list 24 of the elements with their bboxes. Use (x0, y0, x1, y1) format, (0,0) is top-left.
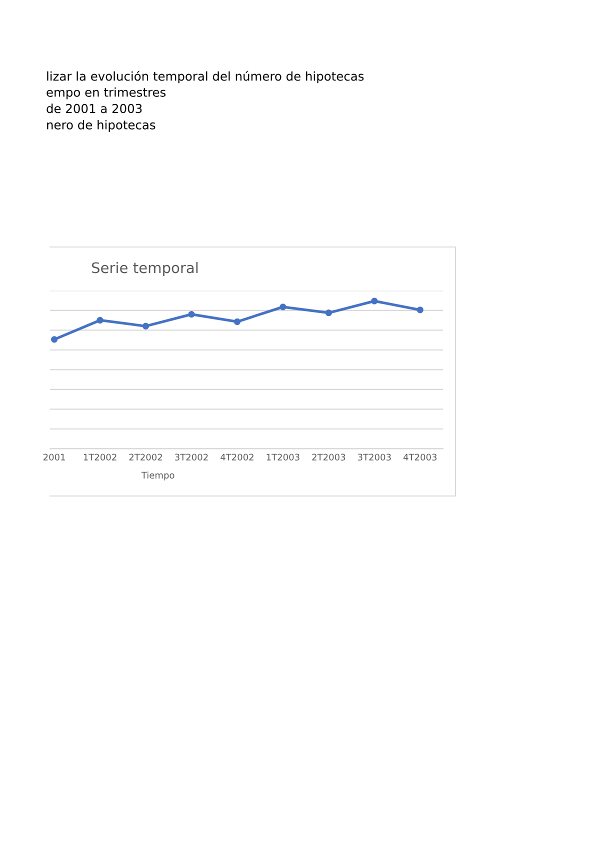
x-tick-label: 1T2003 (266, 454, 300, 461)
x-tick-label: 4T2002 (220, 454, 254, 461)
text: nero de hipotecas (47, 120, 156, 132)
point (96, 316, 104, 324)
x-tick-label: 4T2003 (403, 454, 437, 461)
x-axis-title: Tiempo (141, 472, 174, 480)
point (50, 336, 58, 343)
point (234, 318, 241, 326)
x-tick-label: 1T2002 (84, 454, 116, 461)
x-tick-label: 2001 (43, 454, 65, 461)
text: empo en trimestres (46, 87, 166, 100)
chart-title: Serie temporal (92, 262, 198, 276)
x-tick-label: 3T2002 (175, 454, 208, 461)
point (280, 304, 286, 310)
x-tick-label: 2T2003 (312, 454, 346, 461)
point (325, 310, 332, 316)
x-tick-label: 2T2002 (129, 454, 162, 461)
x-tick-label: 3T2003 (358, 454, 391, 461)
point (142, 322, 150, 330)
point (416, 306, 424, 314)
text: de 2001 a 2003 (46, 104, 142, 114)
point (371, 298, 378, 304)
point (188, 310, 195, 318)
text: lizar la evolución temporal del número de hipotecas (47, 70, 364, 84)
